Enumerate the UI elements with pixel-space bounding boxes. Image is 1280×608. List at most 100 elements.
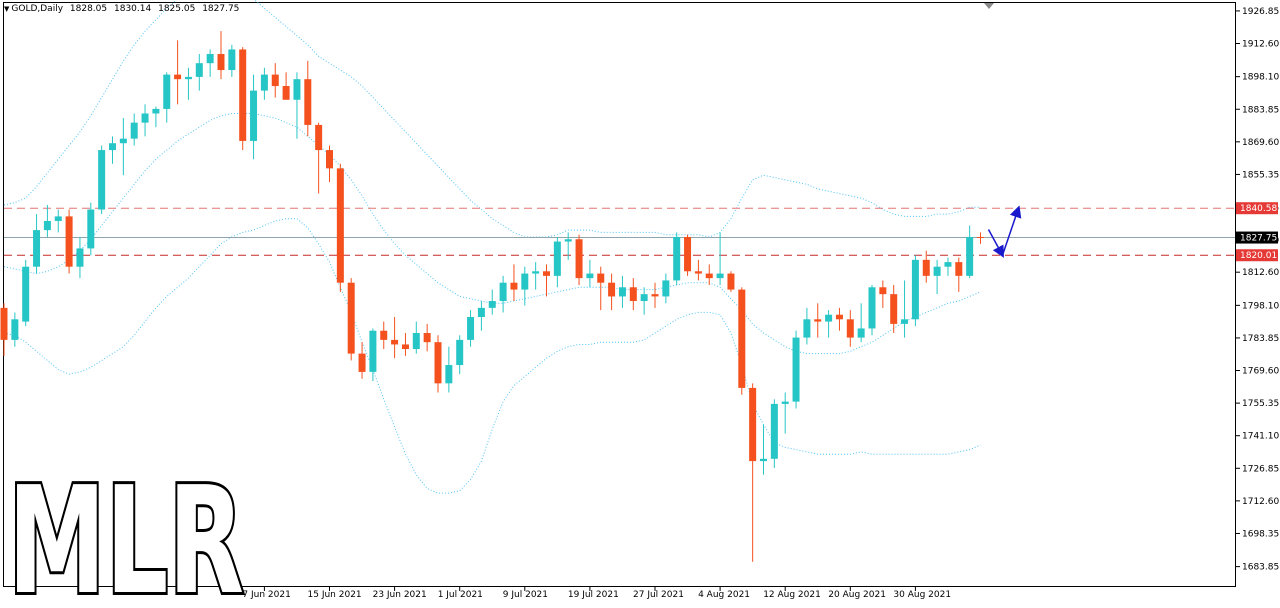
price-tick-label: 1912.60 bbox=[1242, 40, 1279, 50]
candle-body bbox=[803, 319, 811, 338]
candle bbox=[33, 214, 41, 274]
close-value: 1827.75 bbox=[202, 4, 240, 14]
candle bbox=[152, 106, 160, 128]
open-value: 1828.05 bbox=[69, 4, 108, 14]
price-tick-label: 1883.85 bbox=[1242, 105, 1279, 115]
candles bbox=[0, 31, 984, 562]
candle bbox=[488, 289, 496, 315]
resistance-price-label-bg bbox=[1236, 202, 1278, 215]
candle-body bbox=[814, 319, 822, 322]
candle-body bbox=[911, 259, 919, 320]
candle bbox=[98, 145, 106, 215]
candle-body bbox=[54, 216, 62, 221]
candle bbox=[87, 202, 95, 256]
price-tick-label: 1726.85 bbox=[1242, 464, 1279, 474]
candle-body bbox=[890, 294, 898, 324]
candle bbox=[586, 259, 594, 288]
candle bbox=[282, 72, 290, 100]
date-tick-label: 23 Jun 2021 bbox=[373, 590, 427, 600]
candle bbox=[792, 330, 800, 409]
candle-body bbox=[944, 262, 952, 267]
candle-body bbox=[109, 143, 116, 151]
price-tick-label: 1869.60 bbox=[1242, 138, 1279, 148]
support-price-label-bg bbox=[1236, 249, 1278, 262]
dropdown-triangle-icon[interactable]: ▼ bbox=[4, 5, 10, 13]
candle bbox=[130, 113, 138, 146]
horizontal-levels bbox=[4, 207, 1235, 256]
candle bbox=[119, 118, 127, 176]
candle-body bbox=[835, 314, 843, 320]
candle-body bbox=[955, 262, 963, 276]
current-price-label-bg bbox=[1236, 231, 1278, 244]
resistance-price-label: 1840.58 bbox=[1240, 204, 1277, 214]
candle-body bbox=[423, 333, 431, 343]
candle-body bbox=[564, 239, 572, 242]
candle bbox=[239, 47, 247, 151]
symbol-label: GOLD,Daily bbox=[11, 4, 64, 14]
candle bbox=[977, 232, 984, 244]
bollinger-bands bbox=[3, 0, 981, 494]
candle-body bbox=[868, 287, 876, 329]
price-tick-label: 1769.60 bbox=[1242, 367, 1279, 377]
candle-body bbox=[749, 387, 757, 462]
high-value: 1830.14 bbox=[114, 4, 152, 14]
candle-body bbox=[98, 150, 106, 210]
candle-body bbox=[33, 230, 41, 267]
candle-body bbox=[293, 79, 301, 100]
candle bbox=[651, 282, 659, 308]
candle bbox=[174, 40, 182, 105]
candle bbox=[109, 136, 116, 164]
date-tick-label: 7 Jun 2021 bbox=[242, 590, 290, 600]
candle bbox=[901, 280, 909, 338]
watermark-text: MLR bbox=[8, 472, 244, 598]
candle bbox=[477, 301, 485, 331]
candle bbox=[423, 323, 431, 352]
candle-body bbox=[770, 403, 778, 459]
candle bbox=[760, 424, 767, 475]
candle-body bbox=[76, 248, 84, 267]
candle bbox=[521, 266, 529, 306]
candle-body bbox=[629, 287, 637, 302]
up-arrow bbox=[1001, 205, 1022, 256]
current-price-label: 1827.75 bbox=[1240, 234, 1277, 244]
candle bbox=[803, 307, 811, 345]
candle bbox=[401, 333, 409, 356]
date-axis: 7 Jun 2021 15 Jun 2021 23 Jun 2021 1 Jul 20… bbox=[242, 587, 951, 600]
candle-body bbox=[857, 328, 865, 338]
date-tick-label: 19 Jul 2021 bbox=[568, 590, 619, 600]
candle bbox=[43, 204, 51, 237]
candle bbox=[456, 335, 464, 375]
candle-body bbox=[228, 49, 236, 71]
bollinger-middle-line bbox=[3, 113, 981, 355]
candle bbox=[727, 271, 735, 292]
candle bbox=[770, 399, 778, 468]
candle-body bbox=[195, 63, 203, 77]
candle-body bbox=[119, 138, 127, 144]
candle bbox=[922, 250, 930, 283]
candle bbox=[640, 287, 648, 315]
date-tick-label: 1 Jul 2021 bbox=[438, 590, 483, 600]
candle bbox=[684, 234, 692, 276]
candle bbox=[781, 392, 789, 434]
candle-body bbox=[282, 86, 290, 100]
candle bbox=[618, 275, 626, 308]
candle bbox=[315, 122, 323, 194]
chart-shift-marker[interactable] bbox=[984, 3, 994, 9]
candle-body bbox=[152, 108, 160, 114]
candle bbox=[662, 273, 670, 304]
candle-body bbox=[358, 353, 366, 372]
candle-body bbox=[336, 168, 344, 283]
date-tick-label: 20 Aug 2021 bbox=[828, 590, 886, 600]
candle-body bbox=[22, 266, 30, 322]
candle bbox=[608, 273, 616, 311]
symbol-header: ▼ GOLD,Daily 1828.05 1830.14 1825.05 1827… bbox=[4, 4, 239, 14]
date-tick-label: 4 Aug 2021 bbox=[698, 590, 750, 600]
candle-body bbox=[401, 344, 409, 350]
candle-body bbox=[792, 337, 800, 402]
price-tick-label: 1783.85 bbox=[1242, 334, 1279, 344]
candle bbox=[673, 232, 681, 285]
price-tick-label: 1798.10 bbox=[1242, 301, 1279, 311]
price-tick-label: 1755.35 bbox=[1242, 399, 1279, 409]
bollinger-lower-line bbox=[3, 218, 981, 494]
candle bbox=[705, 264, 713, 285]
